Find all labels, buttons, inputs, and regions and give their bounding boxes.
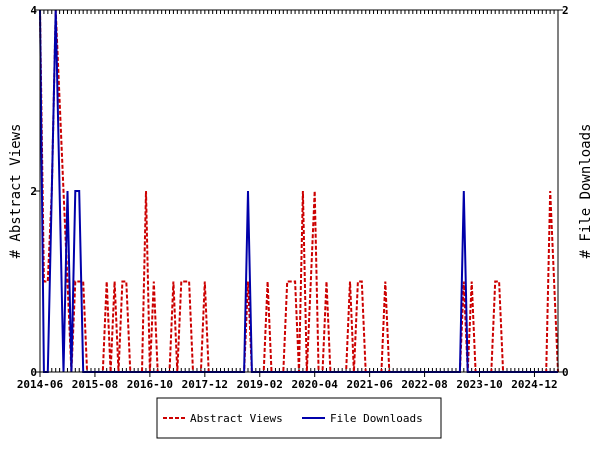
y-tick-labels: 0 2 4 0 2 <box>30 4 568 379</box>
tick-marks <box>39 10 559 372</box>
x-tick-label: 2022-08 <box>401 378 447 391</box>
y-axis-left-title: # Abstract Views <box>8 124 24 259</box>
x-tick-label: 2020-04 <box>292 378 339 391</box>
x-tick-labels: 2014-06 2015-08 2016-10 2017-12 2019-02 2020-… <box>17 372 558 391</box>
x-tick-label: 2015-08 <box>72 378 118 391</box>
legend-box <box>156 397 442 439</box>
x-tick-label: 2019-02 <box>237 378 283 391</box>
y-right-tick-label: 2 <box>562 4 569 17</box>
x-tick-label: 2024-12 <box>511 378 557 391</box>
legend-label-file-downloads: File Downloads <box>330 412 423 425</box>
x-tick-label: 2021-06 <box>346 378 393 391</box>
series-line-file-downloads <box>39 9 558 373</box>
series-line-abstract-views <box>39 9 559 373</box>
y-right-tick-label: 0 <box>562 366 569 379</box>
x-tick-label: 2016-10 <box>127 378 173 391</box>
legend-label-abstract-views: Abstract Views <box>190 412 283 425</box>
legend: Abstract Views File Downloads <box>156 397 442 439</box>
x-tick-label: 2014-06 <box>17 378 64 391</box>
y-left-tick-label: 0 <box>30 366 37 379</box>
y-axis-right-title: # File Downloads <box>578 124 594 259</box>
series-lines <box>39 9 559 373</box>
x-tick-label: 2023-10 <box>456 378 502 391</box>
y-left-tick-label: 4 <box>30 4 37 17</box>
y-left-tick-label: 2 <box>30 185 37 198</box>
plot-frame <box>39 9 559 373</box>
x-tick-label: 2017-12 <box>182 378 228 391</box>
